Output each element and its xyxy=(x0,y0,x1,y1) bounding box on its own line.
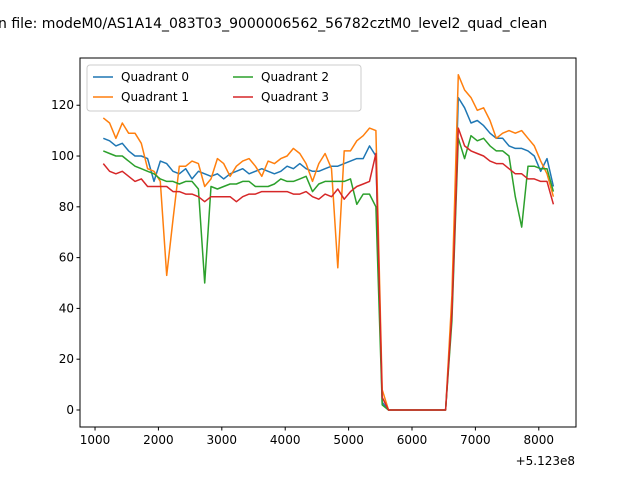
x-tick-label: 5000 xyxy=(333,433,364,447)
y-tick-label: 120 xyxy=(51,98,74,112)
legend-label-quadrant-2: Quadrant 2 xyxy=(261,70,329,84)
x-tick-label: 1000 xyxy=(80,433,111,447)
plot-frame xyxy=(79,57,577,428)
legend-label-quadrant-1: Quadrant 1 xyxy=(121,90,189,104)
series-line-quadrant-2 xyxy=(103,134,555,411)
y-tick-label: 0 xyxy=(66,403,74,417)
legend-label-quadrant-0: Quadrant 0 xyxy=(121,70,189,84)
y-tick-label: 20 xyxy=(59,352,74,366)
series-line-quadrant-0 xyxy=(103,96,555,411)
y-tick-label: 80 xyxy=(59,200,74,214)
series-lines xyxy=(102,74,555,411)
y-tick-label: 40 xyxy=(59,301,74,315)
x-tick-label: 7000 xyxy=(460,433,491,447)
legend: Quadrant 0 Quadrant 1 Quadrant 2 Quadrant 3 xyxy=(86,64,362,112)
x-tick-label: 3000 xyxy=(207,433,238,447)
x-offset-label: +5.123e8 xyxy=(516,454,575,468)
x-axis: 1000 2000 3000 4000 5000 6000 7000 8000 xyxy=(80,427,554,447)
series-line-quadrant-1 xyxy=(102,74,555,411)
legend-box xyxy=(86,64,362,112)
x-tick-label: 6000 xyxy=(397,433,428,447)
x-tick-label: 4000 xyxy=(270,433,301,447)
y-tick-label: 100 xyxy=(51,149,74,163)
x-tick-label: 8000 xyxy=(524,433,555,447)
chart-title: n file: modeM0/AS1A14_083T03_9000006562_… xyxy=(0,16,547,32)
y-axis: 0 20 40 60 80 100 120 xyxy=(51,98,80,417)
y-tick-label: 60 xyxy=(59,251,74,265)
x-tick-label: 2000 xyxy=(143,433,174,447)
series-line-quadrant-3 xyxy=(102,127,555,411)
legend-label-quadrant-3: Quadrant 3 xyxy=(261,90,329,104)
